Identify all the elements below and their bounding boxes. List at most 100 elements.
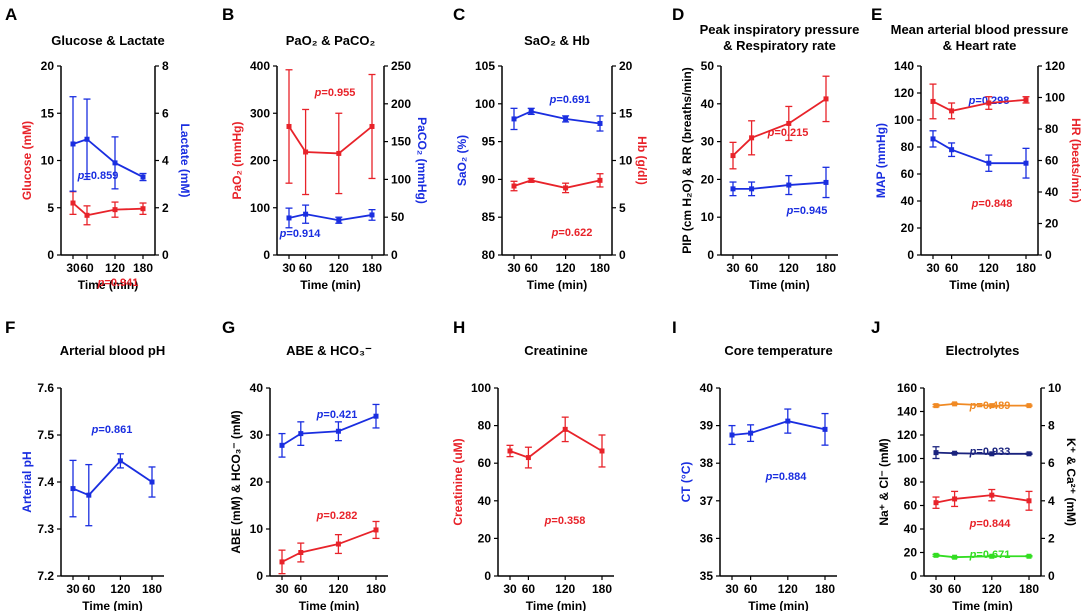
panel-letter: B [222,5,234,24]
y2-tick-label: 80 [1045,122,1059,136]
data-point [822,426,828,432]
y2-tick-label: 100 [1045,91,1065,105]
series-line [288,125,373,155]
data-point [730,186,736,192]
data-point [986,100,992,106]
data-point [373,527,379,533]
p-value-label: p=0.489 [969,400,1011,412]
p-value-label: p=0.844 [969,518,1012,530]
series-line [932,98,1027,112]
data-point [562,426,568,432]
data-point [511,183,517,189]
data-point [117,458,123,464]
panel-letter: D [672,5,684,24]
data-point [597,177,603,183]
data-point [335,428,341,434]
y2-tick-label: 150 [391,135,411,149]
y2-axis-label: K⁺ & Ca²⁺ (mM) [1064,438,1078,526]
y-tick-label: 60 [478,456,492,470]
panel-title: Electrolytes [946,343,1020,358]
p-value-label: p=0.859 [77,170,119,182]
x-tick-label: 180 [590,261,610,275]
panel-a: A Glucose & Lactate 0 5 10 15 20 0 2 4 6 8 30 60 120 18… [5,5,192,292]
data-point [140,174,146,180]
p-value-label: p=0.884 [765,471,808,483]
data-point [373,413,379,419]
panel-letter: J [871,318,880,337]
p-value-label: p=0.914 [279,228,322,240]
p-value-label: p=0.941 [97,277,139,289]
y-tick-label: 50 [701,59,715,73]
series-1: p=0.282 [278,510,380,575]
data-point [1023,160,1029,166]
y-axis-label: CT (°C) [679,462,693,503]
y-tick-label: 100 [471,381,491,395]
data-point [786,120,792,126]
x-tick-label: 60 [525,261,539,275]
panel-b: B PaO₂ & PaCO₂ 0 100 200 300 400 0 50 100 150 200 25… [222,5,429,292]
y-tick-label: 20 [41,59,55,73]
x-tick-label: 180 [366,582,386,596]
y-tick-label: 40 [901,194,915,208]
y-tick-label: 5 [47,201,54,215]
data-point [1026,553,1032,559]
y-tick-label: 140 [894,59,914,73]
data-point [507,448,513,454]
data-point [563,116,569,122]
data-point [369,123,375,129]
x-axis-label: Time (min) [952,599,1012,611]
x-tick-label: 30 [66,582,80,596]
data-point [140,206,146,212]
data-point [303,211,309,217]
p-value-label: p=0.421 [316,409,358,421]
x-tick-label: 120 [778,582,798,596]
y2-tick-label: 250 [391,59,411,73]
panel-title: Arterial blood pH [60,343,165,358]
y2-tick-label: 5 [619,201,626,215]
data-point [989,492,995,498]
data-point [112,207,118,213]
data-point [933,450,939,456]
y-tick-label: 20 [478,531,492,545]
series-line [733,181,827,190]
data-point [729,432,735,438]
y2-tick-label: 8 [1048,419,1055,433]
y-axis-label: SaO₂ (%) [455,135,469,186]
panel-letter: G [222,318,235,337]
panel-title: Glucose & Lactate [51,33,164,48]
series-line [72,202,144,217]
data-point [528,108,534,114]
x-tick-label: 30 [503,582,517,596]
y-tick-label: 38 [700,456,714,470]
y-tick-label: 10 [41,154,55,168]
x-axis-label: Time (min) [526,599,586,611]
data-point [1026,403,1032,409]
data-point [336,150,342,156]
x-axis-label: Time (min) [82,599,142,611]
series-3: p=0.671 [932,549,1033,561]
data-point [112,160,118,166]
y-tick-label: 60 [904,499,918,513]
x-tick-label: 120 [105,261,125,275]
data-point [149,479,155,485]
panel-g: G ABE & HCO₃⁻ 0 10 20 30 40 30 60 120 180 Time (min… [222,318,388,613]
x-axis-label: Time (min) [299,599,359,611]
x-tick-label: 120 [328,582,348,596]
y-tick-label: 200 [250,154,270,168]
series-line [72,459,153,497]
y-tick-label: 20 [904,546,918,560]
x-tick-label: 180 [815,582,835,596]
panel-f: F Arterial blood pH 7.2 7.3 7.4 7.5 7.6 30 60 120… [5,318,165,613]
series-line [513,179,601,189]
y-axis-label: PIP (cm H₂O) & RR (breaths/min) [680,67,694,253]
data-point [986,160,992,166]
x-tick-label: 120 [556,261,576,275]
y-axis-label: Arterial pH [20,451,34,512]
y2-tick-label: 0 [162,248,169,262]
y-tick-label: 0 [707,248,714,262]
x-tick-label: 120 [982,582,1002,596]
x-tick-label: 60 [948,582,962,596]
p-value-label: p=0.945 [786,205,828,217]
panel-letter: I [672,318,677,337]
x-axis-label: Time (min) [78,278,138,292]
